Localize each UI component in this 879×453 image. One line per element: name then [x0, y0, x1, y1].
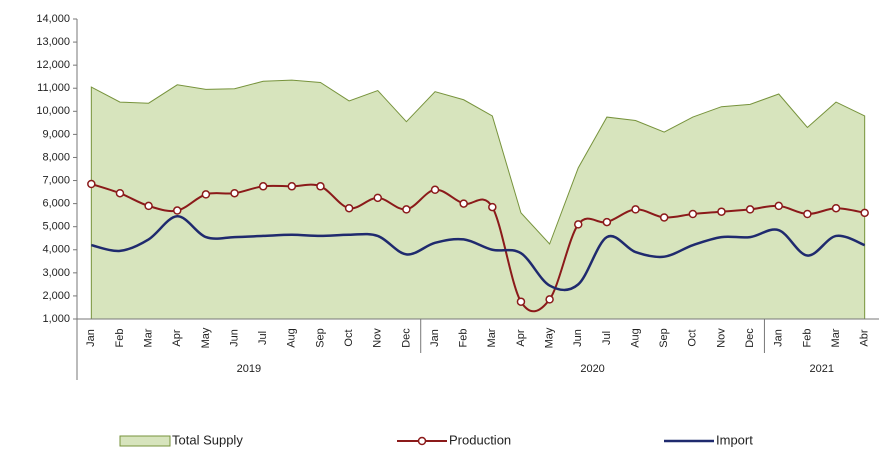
- x-tick-label: Aug: [629, 328, 641, 348]
- y-tick-label: 10,000: [36, 105, 70, 117]
- marker: [831, 203, 841, 213]
- y-tick-label: 12,000: [36, 59, 70, 71]
- marker: [430, 185, 440, 195]
- y-tick-label: 9,000: [42, 128, 70, 140]
- marker: [516, 297, 526, 306]
- line: [91, 215, 866, 292]
- x-tick-label: Jun: [228, 329, 240, 347]
- x-tick-label: Mar: [486, 328, 498, 347]
- legend-marker: [417, 436, 427, 446]
- marker: [173, 206, 182, 215]
- x-tick-label: Nov: [372, 328, 384, 348]
- marker: [602, 217, 612, 227]
- x-tick-label: Feb: [114, 329, 126, 348]
- x-tick-label: Oct: [343, 329, 355, 346]
- marker: [803, 209, 812, 219]
- y-tick-label: 5,000: [42, 221, 70, 233]
- y-tick-label: 8,000: [42, 151, 70, 163]
- legend-label: Total Supply: [172, 432, 243, 447]
- x-tick-label: Mar: [143, 328, 155, 347]
- marker: [488, 202, 497, 212]
- x-tick-label: Jun: [572, 329, 584, 347]
- group-label: 2019: [237, 363, 261, 375]
- x-tick-label: Apr: [515, 329, 527, 346]
- marker: [87, 179, 96, 189]
- y-tick-label: 2,000: [42, 290, 70, 302]
- y-tick-label: 14,000: [36, 13, 70, 25]
- group-label: 2021: [809, 363, 833, 375]
- x-tick-label: May: [544, 327, 556, 348]
- x-tick-label: Sep: [658, 328, 670, 348]
- legend-swatch: [119, 435, 171, 447]
- x-tick-label: Mar: [830, 328, 842, 347]
- marker: [373, 193, 382, 203]
- x-tick-label: May: [200, 327, 212, 348]
- x-tick-label: Jan: [85, 329, 97, 347]
- marker: [316, 182, 325, 191]
- y-tick-label: 6,000: [42, 198, 70, 210]
- marker: [230, 188, 239, 198]
- marker: [287, 182, 297, 191]
- marker: [459, 199, 468, 208]
- marker: [258, 182, 268, 191]
- y-tick-label: 11,000: [37, 82, 70, 94]
- marker: [545, 295, 554, 304]
- marker: [860, 208, 869, 218]
- x-tick-label: Feb: [801, 329, 813, 348]
- marker: [774, 201, 783, 211]
- marker: [344, 203, 354, 213]
- y-tick-label: 4,000: [42, 244, 70, 256]
- marker: [144, 201, 153, 211]
- legend-label: Import: [716, 432, 753, 447]
- x-tick-label: Jan: [429, 329, 441, 347]
- x-tick-label: Jul: [601, 331, 613, 345]
- y-tick-label: 3,000: [42, 267, 70, 279]
- marker: [631, 205, 640, 214]
- x-tick-label: Aug: [286, 328, 298, 348]
- x-tick-label: Apr: [171, 329, 183, 346]
- group-label: 2020: [580, 363, 604, 375]
- y-tick-label: 1,000: [42, 313, 70, 325]
- x-tick-label: Nov: [715, 328, 727, 348]
- x-tick-label: Jul: [257, 331, 269, 345]
- marker: [201, 190, 211, 199]
- marker: [115, 188, 125, 198]
- x-tick-label: Dec: [744, 328, 756, 348]
- marker: [659, 213, 669, 222]
- y-tick-label: 13,000: [36, 36, 70, 48]
- y-tick-label: 7,000: [42, 174, 70, 186]
- x-tick-label: Sep: [314, 328, 326, 348]
- line: [91, 183, 865, 313]
- marker: [402, 205, 411, 214]
- marker: [745, 205, 755, 214]
- marker: [574, 220, 583, 229]
- marker: [717, 207, 726, 216]
- legend-label: Production: [449, 432, 511, 447]
- x-tick-label: Dec: [400, 328, 412, 348]
- x-tick-label: Oct: [687, 329, 699, 346]
- x-tick-label: Jan: [773, 329, 785, 347]
- x-tick-label: Feb: [458, 329, 470, 348]
- x-tick-label: Abr: [859, 329, 871, 346]
- marker: [688, 209, 698, 219]
